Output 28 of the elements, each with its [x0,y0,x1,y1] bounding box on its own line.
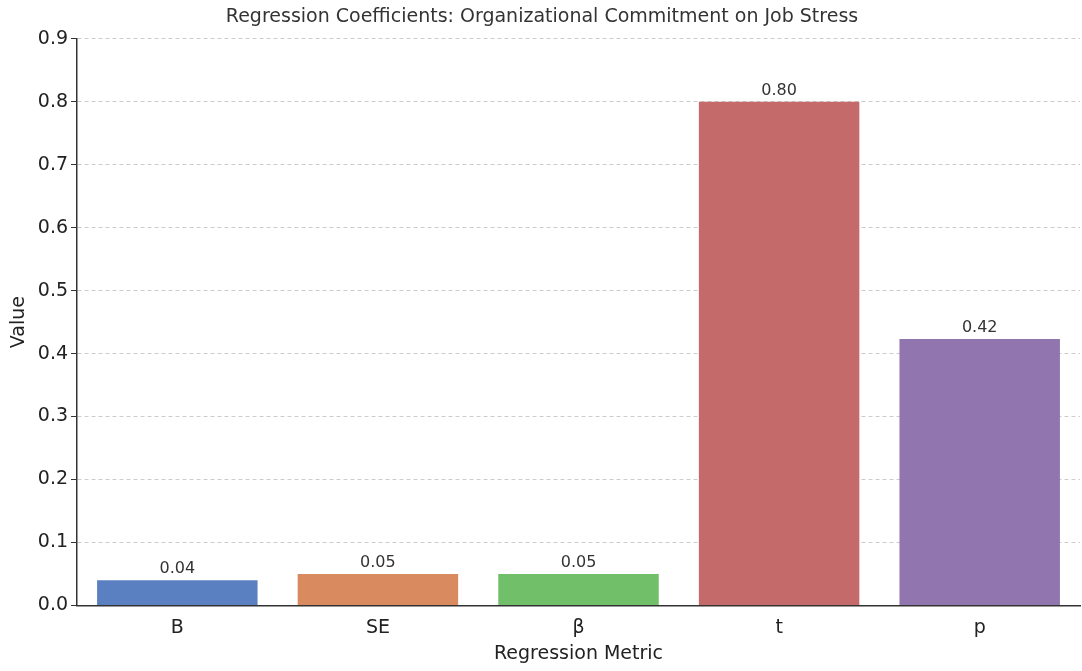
y-tick-label: 0.9 [37,25,69,48]
x-tick-label: t [775,614,783,637]
y-tick-label: 0.4 [37,340,69,363]
data-label: 0.04 [159,558,196,578]
bar [97,580,258,605]
bar [498,573,659,605]
data-label: 0.05 [560,552,597,572]
x-tick-label: B [170,614,184,637]
y-tick-label: 0.5 [37,277,69,300]
x-tick-label: p [973,614,986,637]
x-tick-label: β [572,614,585,637]
y-tick-label: 0.0 [37,592,69,615]
chart-title: Regression Coefficients: Organizational Commitment on Job Stress [225,4,859,27]
data-label: 0.80 [761,79,797,99]
y-tick-label: 0.8 [37,88,69,111]
bar [899,339,1060,605]
y-axis-title: Value [6,296,29,349]
data-label: 0.05 [360,552,396,572]
y-tick-label: 0.3 [37,403,69,426]
bar [297,573,459,605]
y-tick-label: 0.6 [37,214,69,237]
y-tick-label: 0.1 [37,529,69,552]
y-tick-label: 0.7 [37,151,69,174]
data-label: 0.42 [961,317,998,337]
x-tick-label: SE [365,614,390,637]
x-axis-title: Regression Metric [493,640,664,663]
bar [698,101,860,605]
y-tick-label: 0.2 [37,466,69,489]
